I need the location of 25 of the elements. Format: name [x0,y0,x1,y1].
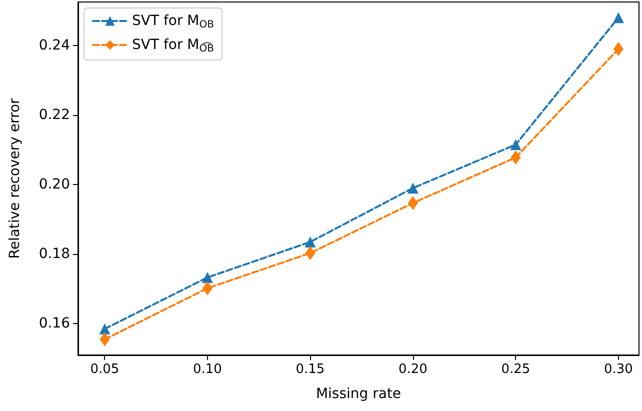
point [99,323,110,334]
y-tick-label: 0.20 [38,176,70,193]
x-tick-label: 0.25 [501,362,530,377]
point [304,236,316,248]
x-tick-label: 0.20 [398,362,428,377]
y-tick-label: 0.22 [38,107,70,124]
point [613,42,624,56]
x-axis-title: Missing rate [316,386,402,402]
y-axis-title: Relative recovery error [7,98,23,259]
x-tick-label: 0.15 [296,362,325,377]
point [202,281,212,296]
point [100,332,110,346]
point [612,12,624,24]
y-tick-label: 0.18 [38,246,70,262]
y-tick-label: 0.24 [38,37,70,54]
point [510,139,522,150]
y-tick-label: 0.16 [38,316,70,332]
x-tick-label: 0.10 [192,362,222,377]
point [407,182,418,194]
x-tick-label: 0.05 [90,362,120,377]
point [305,246,316,260]
point [408,196,418,210]
point [202,272,213,283]
x-tick-label: 0.30 [604,362,633,377]
point [510,150,521,164]
